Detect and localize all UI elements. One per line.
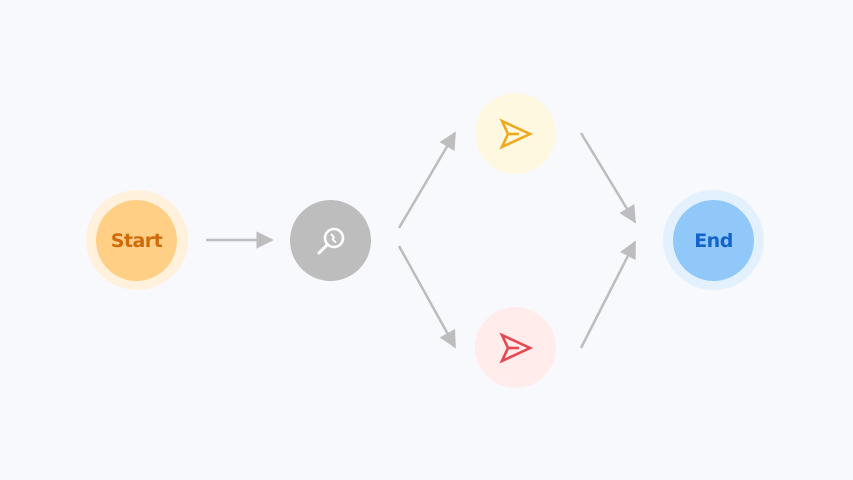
send-icon — [498, 331, 533, 364]
start-node[interactable]: Start — [96, 200, 177, 281]
send-node-top[interactable] — [475, 93, 556, 174]
end-node-label: End — [694, 229, 733, 252]
search-icon — [317, 227, 344, 254]
edge-search-to-send-top — [397, 131, 457, 229]
send-node-bottom[interactable] — [475, 307, 556, 388]
edge-send-bottom-to-end — [579, 240, 637, 349]
start-node-label: Start — [110, 229, 163, 252]
send-icon — [498, 117, 533, 150]
search-node[interactable] — [290, 200, 371, 281]
end-node[interactable]: End — [673, 200, 754, 281]
edge-search-to-send-bottom — [397, 245, 457, 349]
edge-send-top-to-end — [579, 132, 637, 224]
